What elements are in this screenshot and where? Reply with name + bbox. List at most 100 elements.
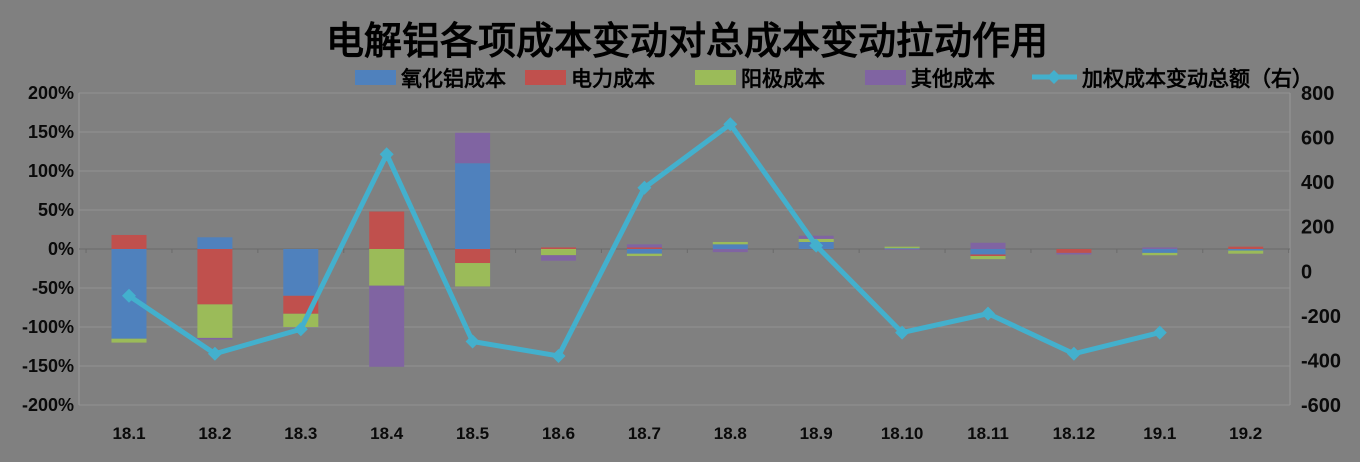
bar-segment-other-cost[interactable] bbox=[884, 249, 920, 250]
right-axis-tick-label: 400 bbox=[1301, 172, 1334, 194]
legend-label-other-cost[interactable]: 其他成本 bbox=[911, 67, 995, 91]
bar-segment-anode-cost[interactable] bbox=[626, 253, 662, 257]
bar-segment-other-cost[interactable] bbox=[541, 255, 576, 261]
line-marker-diamond[interactable] bbox=[551, 348, 566, 363]
bar-segment-electricity-cost[interactable] bbox=[626, 247, 662, 249]
line-marker-diamond[interactable] bbox=[207, 346, 222, 361]
bar-segment-anode-cost[interactable] bbox=[1228, 250, 1264, 254]
bar-segment-alumina-cost[interactable] bbox=[626, 249, 662, 254]
bar-segment-anode-cost[interactable] bbox=[1142, 252, 1178, 256]
x-axis-category-label: 18.1 bbox=[112, 424, 145, 443]
bar-segment-electricity-cost[interactable] bbox=[541, 247, 576, 249]
bar-segment-other-cost[interactable] bbox=[369, 285, 405, 367]
line-marker-diamond[interactable] bbox=[293, 322, 308, 337]
bar-segment-other-cost[interactable] bbox=[455, 132, 491, 164]
bar-segment-alumina-cost[interactable] bbox=[712, 244, 748, 249]
line-marker-diamond[interactable] bbox=[1066, 346, 1081, 361]
x-axis-category-label: 18.3 bbox=[284, 424, 317, 443]
line-marker-diamond[interactable] bbox=[723, 117, 738, 132]
x-axis-category-label: 18.4 bbox=[370, 424, 404, 443]
legend-swatch-anode-cost[interactable] bbox=[695, 70, 736, 85]
bar-segment-electricity-cost[interactable] bbox=[1056, 249, 1092, 253]
x-axis-category-label: 18.6 bbox=[542, 424, 575, 443]
legend-label-electricity-cost[interactable]: 电力成本 bbox=[571, 67, 655, 91]
bar-segment-electricity-cost[interactable] bbox=[197, 249, 233, 305]
left-axis-tick-label: -100% bbox=[22, 317, 74, 337]
legend-line-marker-diamond[interactable] bbox=[1047, 70, 1061, 84]
right-axis-tick-label: 800 bbox=[1301, 83, 1334, 105]
x-axis-category-label: 19.1 bbox=[1143, 424, 1176, 443]
legend-label-weighted-total-cost-change[interactable]: 加权成本变动总额（右） bbox=[1081, 67, 1313, 91]
x-axis-category-label: 18.11 bbox=[967, 424, 1009, 443]
bar-segment-other-cost[interactable] bbox=[798, 235, 834, 239]
x-axis-category-label: 18.7 bbox=[628, 424, 661, 443]
line-marker-diamond[interactable] bbox=[981, 306, 995, 321]
bar-segment-electricity-cost[interactable] bbox=[970, 254, 1006, 257]
x-axis-category-label: 18.12 bbox=[1053, 424, 1096, 443]
line-marker-diamond[interactable] bbox=[465, 334, 480, 349]
x-axis-category-label: 18.5 bbox=[456, 424, 489, 443]
left-axis-tick-label: 50% bbox=[38, 200, 74, 220]
bar-segment-electricity-cost[interactable] bbox=[455, 249, 491, 264]
legend-label-anode-cost[interactable]: 阳极成本 bbox=[741, 67, 825, 91]
bar-segment-electricity-cost[interactable] bbox=[1228, 246, 1264, 249]
line-marker-diamond[interactable] bbox=[637, 180, 652, 195]
right-axis-tick-label: -600 bbox=[1301, 395, 1341, 417]
left-axis-tick-label: -50% bbox=[32, 278, 74, 298]
bar-segment-anode-cost[interactable] bbox=[455, 263, 491, 287]
line-marker-diamond[interactable] bbox=[895, 325, 910, 340]
left-axis-tick-label: 200% bbox=[28, 83, 74, 103]
bar-segment-anode-cost[interactable] bbox=[197, 304, 233, 338]
chart-title: 电解铝各项成本变动对总成本变动拉动作用 bbox=[326, 20, 1048, 63]
left-axis-tick-label: 150% bbox=[28, 122, 74, 142]
right-axis-tick-label: 200 bbox=[1301, 217, 1334, 239]
x-axis-category-label: 18.10 bbox=[881, 424, 924, 443]
legend-swatch-electricity-cost[interactable] bbox=[525, 70, 566, 85]
line-marker-diamond[interactable] bbox=[122, 288, 136, 303]
bar-segment-alumina-cost[interactable] bbox=[1142, 249, 1178, 253]
bar-segment-alumina-cost[interactable] bbox=[1228, 249, 1264, 251]
left-axis-tick-label: 0% bbox=[48, 239, 74, 259]
line-series bbox=[122, 117, 1167, 363]
bar-segment-other-cost[interactable] bbox=[1056, 252, 1092, 255]
category-axis bbox=[79, 248, 1290, 253]
bar-segment-other-cost[interactable] bbox=[970, 242, 1006, 249]
bar-segment-alumina-cost[interactable] bbox=[970, 249, 1006, 255]
x-axis-labels: 18.1 18.2 18.3 18.4 18.5 18.6 18.7 18.8 18.9 18.1… bbox=[112, 424, 1262, 443]
bar-segment-anode-cost[interactable] bbox=[111, 338, 147, 343]
bar-segment-alumina-cost[interactable] bbox=[455, 163, 491, 249]
right-axis-tick-label: 0 bbox=[1301, 261, 1312, 283]
bar-segment-electricity-cost[interactable] bbox=[369, 211, 405, 249]
legend-label-alumina-cost[interactable]: 氧化铝成本 bbox=[401, 67, 506, 91]
bar-segment-anode-cost[interactable] bbox=[712, 241, 748, 245]
legend-swatch-alumina-cost[interactable] bbox=[355, 70, 396, 85]
left-axis-tick-label: -150% bbox=[22, 356, 74, 376]
bar-segment-anode-cost[interactable] bbox=[369, 249, 405, 286]
bar-segment-alumina-cost[interactable] bbox=[884, 248, 920, 249]
bar-segment-anode-cost[interactable] bbox=[884, 246, 920, 249]
bar-segment-anode-cost[interactable] bbox=[970, 256, 1006, 260]
bar-segment-other-cost[interactable] bbox=[712, 249, 748, 253]
right-axis-labels: 800 600 400 200 0 -200 -400 -600 bbox=[1301, 83, 1341, 417]
left-axis-tick-label: -200% bbox=[22, 395, 74, 415]
bar-segment-electricity-cost[interactable] bbox=[111, 234, 147, 249]
x-axis-category-label: 18.8 bbox=[714, 424, 747, 443]
left-axis-labels: 200% 150% 100% 50% 0% -50% -100% -150% -200% bbox=[22, 83, 74, 415]
legend-swatch-other-cost[interactable] bbox=[865, 70, 906, 85]
line-marker-diamond[interactable] bbox=[1152, 325, 1167, 340]
bar-segment-alumina-cost[interactable] bbox=[283, 249, 319, 296]
legend: 氧化铝成本 电力成本 阳极成本 其他成本 加权成本变动总额（右） bbox=[355, 67, 1313, 91]
bar-segment-other-cost[interactable] bbox=[1142, 247, 1178, 249]
right-axis-tick-label: -200 bbox=[1301, 306, 1341, 328]
line-marker-diamond[interactable] bbox=[809, 238, 824, 253]
bar-segment-other-cost[interactable] bbox=[626, 244, 662, 248]
right-axis-tick-label: -400 bbox=[1301, 350, 1341, 372]
line-marker-diamond[interactable] bbox=[379, 147, 394, 162]
x-axis-category-label: 18.2 bbox=[198, 424, 231, 443]
bar-segment-alumina-cost[interactable] bbox=[197, 237, 233, 249]
x-axis-category-label: 18.9 bbox=[800, 424, 833, 443]
bar-segment-anode-cost[interactable] bbox=[541, 249, 576, 256]
bar-segment-other-cost[interactable] bbox=[197, 337, 233, 340]
